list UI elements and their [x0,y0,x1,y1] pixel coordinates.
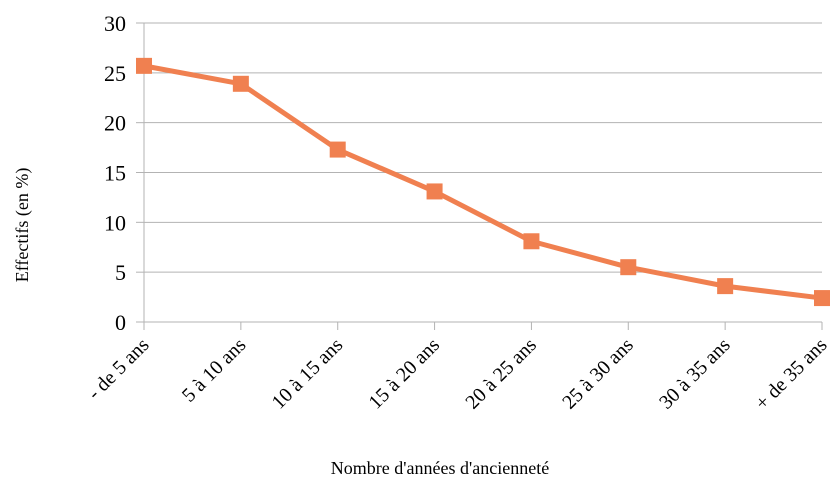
y-tick-label: 15 [104,161,126,186]
x-axis-title: Nombre d'années d'ancienneté [331,458,549,478]
y-axis: 0 5 10 15 20 25 30 [104,11,144,335]
x-tick-label: 10 à 15 ans [268,334,348,414]
y-axis-title: Effectifs (en %) [12,168,33,283]
data-point [426,183,443,200]
x-tick-label: 5 à 10 ans [178,334,251,407]
x-tick-label: 15 à 20 ans [365,334,445,414]
data-point [232,75,249,92]
data-point [717,278,734,295]
x-tick-label: 25 à 30 ans [558,334,638,414]
y-tick-label: 30 [104,11,126,36]
x-tick-label: 30 à 35 ans [655,334,735,414]
y-tick-label: 25 [104,61,126,86]
y-tick-label: 0 [115,310,126,335]
y-tick-label: 20 [104,111,126,136]
x-tick-label: 20 à 25 ans [461,334,541,414]
data-point [523,233,540,250]
data-point [620,259,637,276]
grid [143,22,822,323]
data-point [329,141,346,158]
y-tick-label: 5 [115,260,126,285]
series-line [141,63,825,301]
y-tick-label: 10 [104,210,126,235]
x-axis: - de 5 ans 5 à 10 ans 10 à 15 ans 15 à 20 a… [83,322,831,414]
series-layer [136,57,830,307]
x-tick-label: + de 35 ans [751,334,831,415]
x-tick-label: - de 5 ans [83,334,153,404]
data-point [136,57,152,74]
data-point [814,290,830,307]
